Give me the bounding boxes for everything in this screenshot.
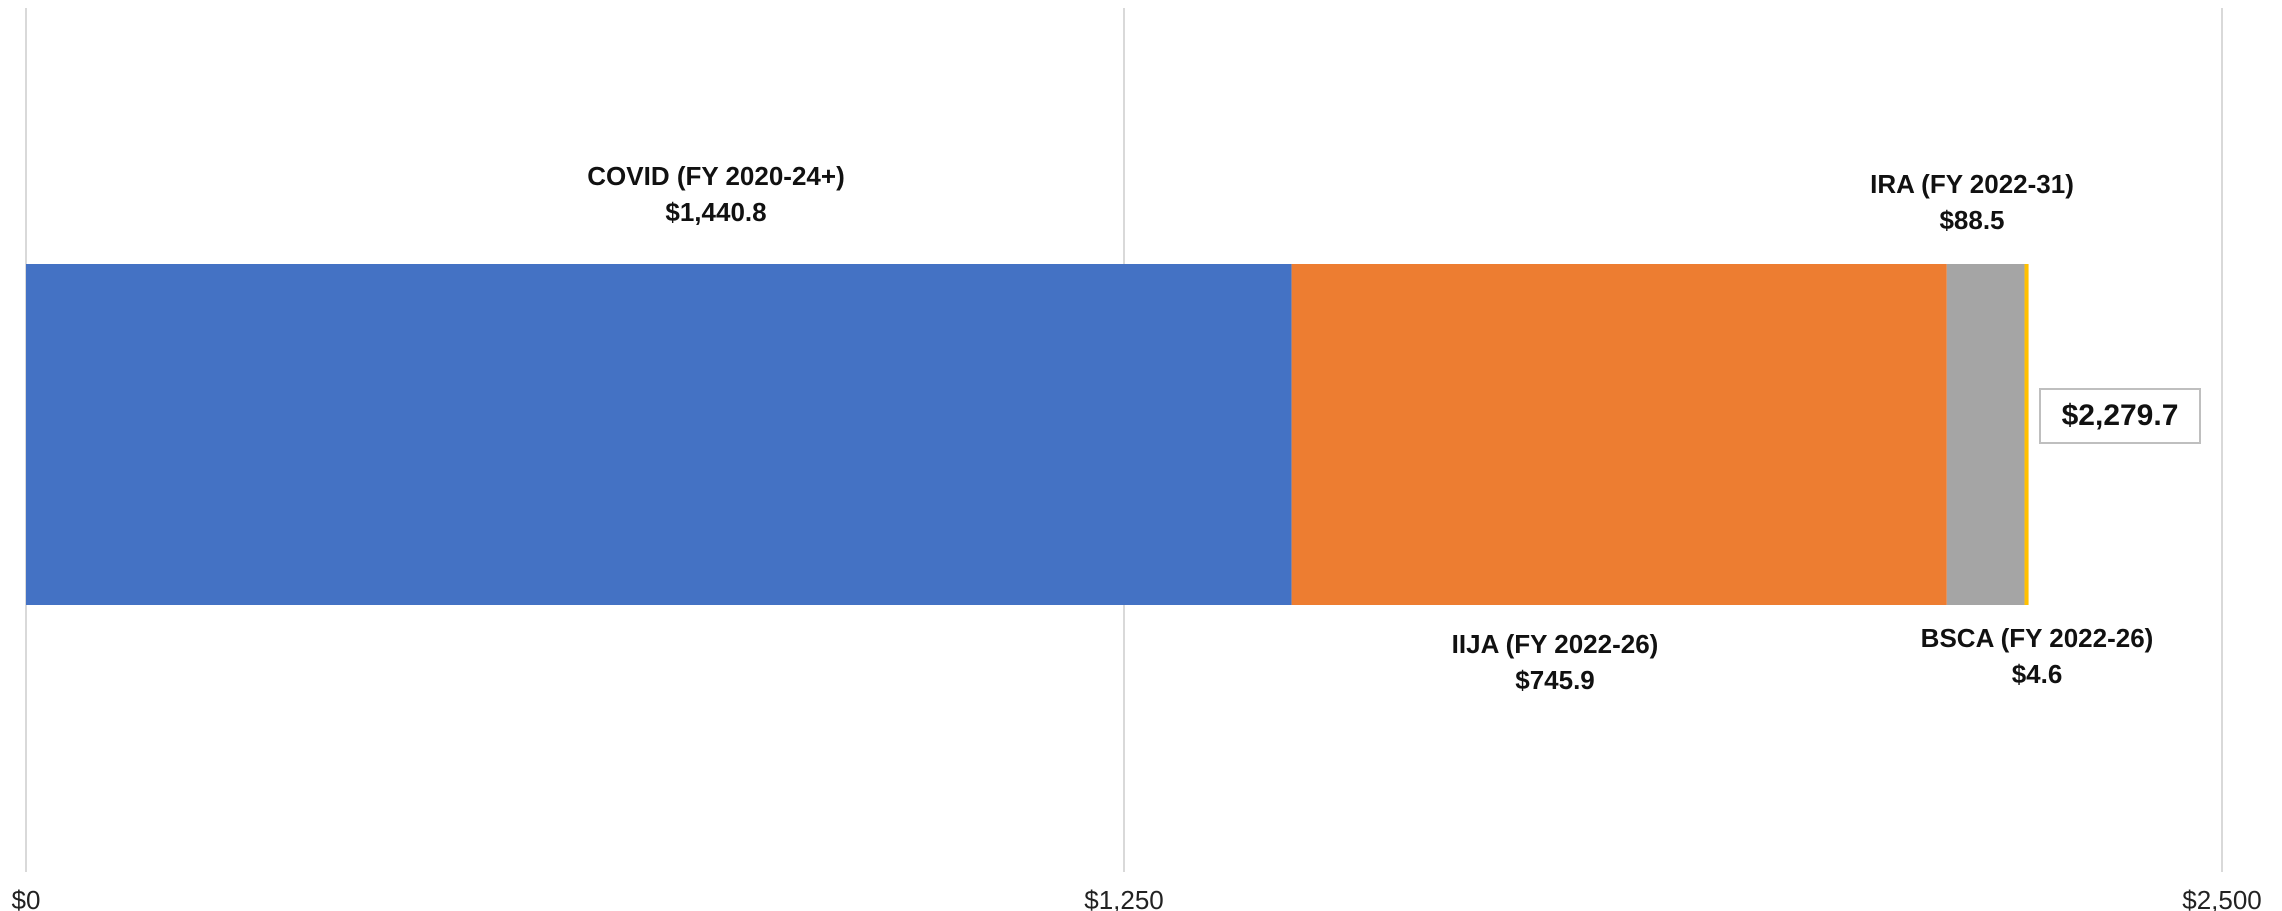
segment-value-label: $88.5: [1939, 205, 2004, 235]
x-tick-label: $2,500: [2182, 885, 2262, 911]
segment-name-label: COVID (FY 2020-24+): [587, 161, 844, 191]
total-box: [2039, 388, 2201, 444]
bar-segment: [2024, 264, 2029, 605]
total-label: $2,279.7: [2062, 399, 2179, 432]
x-tick-label: $0: [12, 885, 41, 911]
segment-name-label: IRA (FY 2022-31): [1870, 169, 2074, 199]
segment-value-label: $4.6: [2012, 659, 2063, 689]
bar-segment: [1946, 264, 2025, 605]
x-tick-label: $1,250: [1084, 885, 1164, 911]
bar-segments: [26, 264, 2029, 605]
segment-value-label: $1,440.8: [665, 197, 766, 227]
segment-name-label: IIJA (FY 2022-26): [1452, 629, 1659, 659]
bar-segment: [1291, 264, 1947, 605]
bar-segment: [26, 264, 1292, 605]
total-callout: $2,279.7: [2039, 388, 2201, 444]
segment-name-label: BSCA (FY 2022-26): [1921, 623, 2154, 653]
segment-labels: COVID (FY 2020-24+) $1,440.8 IIJA (FY 2022…: [587, 161, 2153, 695]
segment-value-label: $745.9: [1515, 665, 1595, 695]
x-axis: $0 $1,250 $2,500: [12, 885, 2262, 911]
